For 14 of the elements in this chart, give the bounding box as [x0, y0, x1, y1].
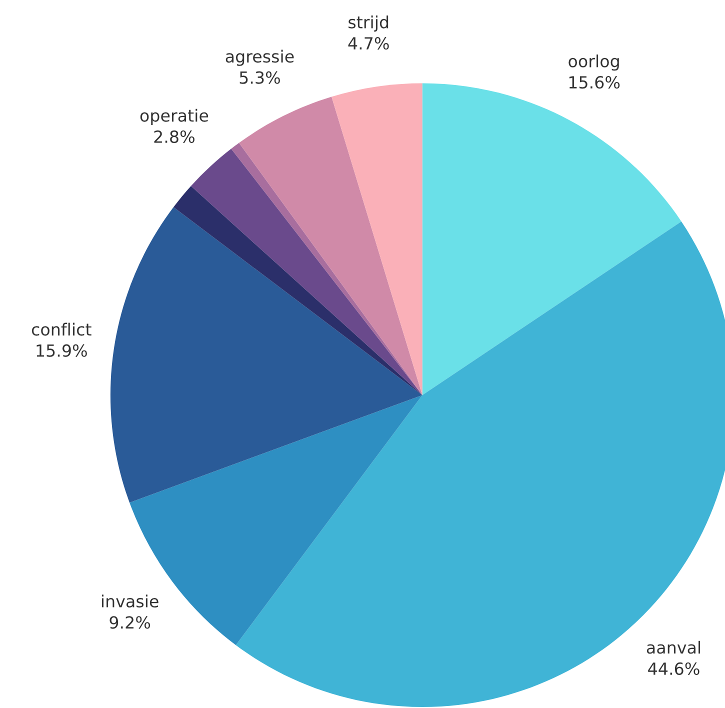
slice-label: agressie — [226, 50, 294, 66]
data-label: 5.3% — [240, 71, 280, 84]
data-label: 44.6% — [648, 662, 700, 675]
data-label: 9.2% — [110, 616, 150, 629]
slice-label: oorlog — [568, 54, 619, 71]
data-label: 2.8% — [154, 130, 194, 144]
slice-label: conflict — [32, 322, 92, 336]
slice-label: invasie — [102, 594, 158, 608]
slice-label: aanval — [646, 640, 700, 654]
data-label: 15.6% — [569, 76, 620, 89]
data-label: 15.9% — [36, 344, 87, 357]
slice-label: operatie — [140, 108, 208, 126]
slice-label: strijd — [348, 16, 388, 32]
data-label: 4.7% — [348, 37, 389, 50]
